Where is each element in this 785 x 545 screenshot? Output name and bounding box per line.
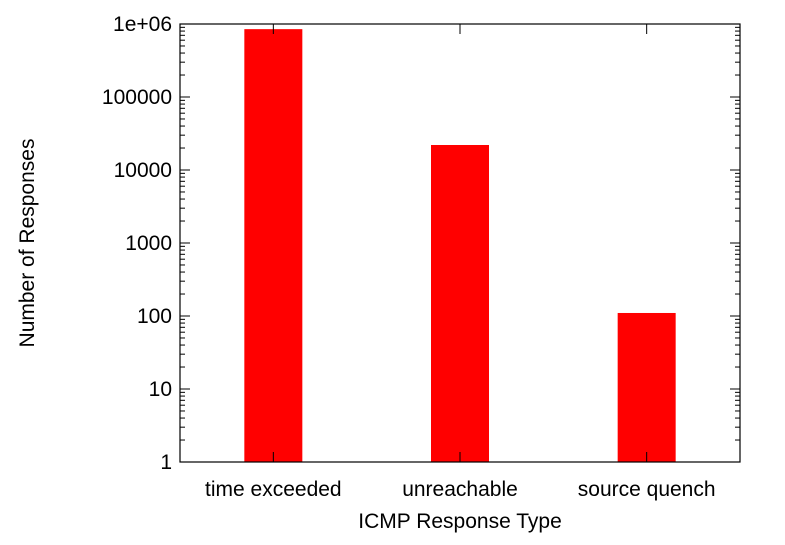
- bar-unreachable: [431, 145, 489, 462]
- x-category-label: unreachable: [402, 478, 518, 501]
- bar-source-quench: [617, 312, 676, 462]
- y-tick-label: 100: [137, 305, 172, 328]
- y-ticks: 1 10 100 1000 10000 100000 1e+06: [102, 13, 740, 474]
- y-axis-title: Number of Responses: [16, 139, 39, 348]
- bar-time-exceeded: [244, 29, 303, 463]
- y-tick-label: 1e+06: [113, 13, 172, 36]
- bars-layer: [244, 29, 676, 463]
- x-axis-title: ICMP Response Type: [358, 510, 562, 533]
- y-tick-label: 10000: [114, 159, 172, 182]
- x-category-label: source quench: [578, 478, 716, 501]
- x-category-label: time exceeded: [205, 478, 342, 501]
- x-ticks: time exceeded unreachable source quench: [205, 24, 716, 501]
- y-tick-label: 100000: [102, 86, 172, 109]
- y-tick-label: 1: [160, 451, 172, 474]
- y-tick-label: 1000: [125, 232, 172, 255]
- y-tick-label: 10: [149, 378, 172, 401]
